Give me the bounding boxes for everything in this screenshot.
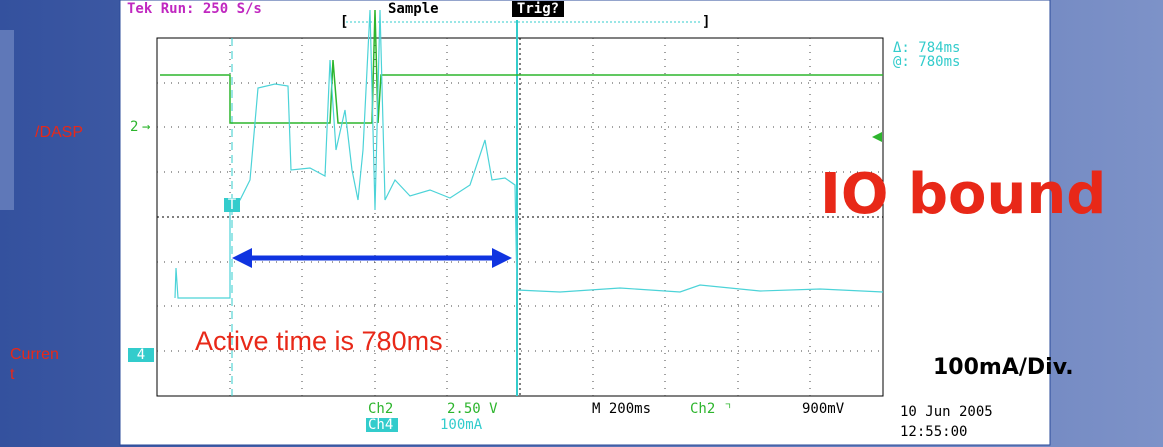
io-bound-note: IO bound <box>820 162 1106 227</box>
ch4-label: Ch4 <box>368 417 393 433</box>
trig-status: Trig? <box>517 1 559 17</box>
ch4-scale: 100mA <box>440 417 483 433</box>
trigger-marker: T <box>228 197 237 213</box>
current-label: Curren <box>10 346 59 363</box>
trigger-level: 900mV <box>802 401 845 417</box>
capture-date: 10 Jun 2005 <box>900 404 993 420</box>
bracket-left: [ <box>340 14 348 30</box>
ch2-marker: 2 <box>130 119 138 135</box>
side-panel <box>0 30 14 210</box>
page: Tek Run: 250 S/s Sample Trig? [ ] Δ: 784… <box>0 0 1163 447</box>
ch2-label: Ch2 <box>368 401 393 417</box>
acq-mode: Sample <box>388 1 439 17</box>
ch2-scale: 2.50 V <box>447 401 498 417</box>
bracket-right: ] <box>702 14 710 30</box>
trigger-source: Ch2 ⌝ <box>690 401 732 417</box>
at-readout: @: 780ms <box>893 54 960 70</box>
active-time-note: Active time is 780ms <box>195 326 443 356</box>
capture-time: 12:55:00 <box>900 424 967 440</box>
ch4-marker: 4 <box>137 347 145 363</box>
timebase: M 200ms <box>592 401 651 417</box>
run-status: Tek Run: 250 S/s <box>127 1 262 17</box>
ch2-marker-arrow: → <box>142 119 150 135</box>
current-label: t <box>10 366 15 383</box>
slide: Tek Run: 250 S/s Sample Trig? [ ] Δ: 784… <box>0 0 1163 447</box>
dasp-label: /DASP <box>35 124 83 141</box>
scale-note: 100mA/Div. <box>933 355 1074 380</box>
